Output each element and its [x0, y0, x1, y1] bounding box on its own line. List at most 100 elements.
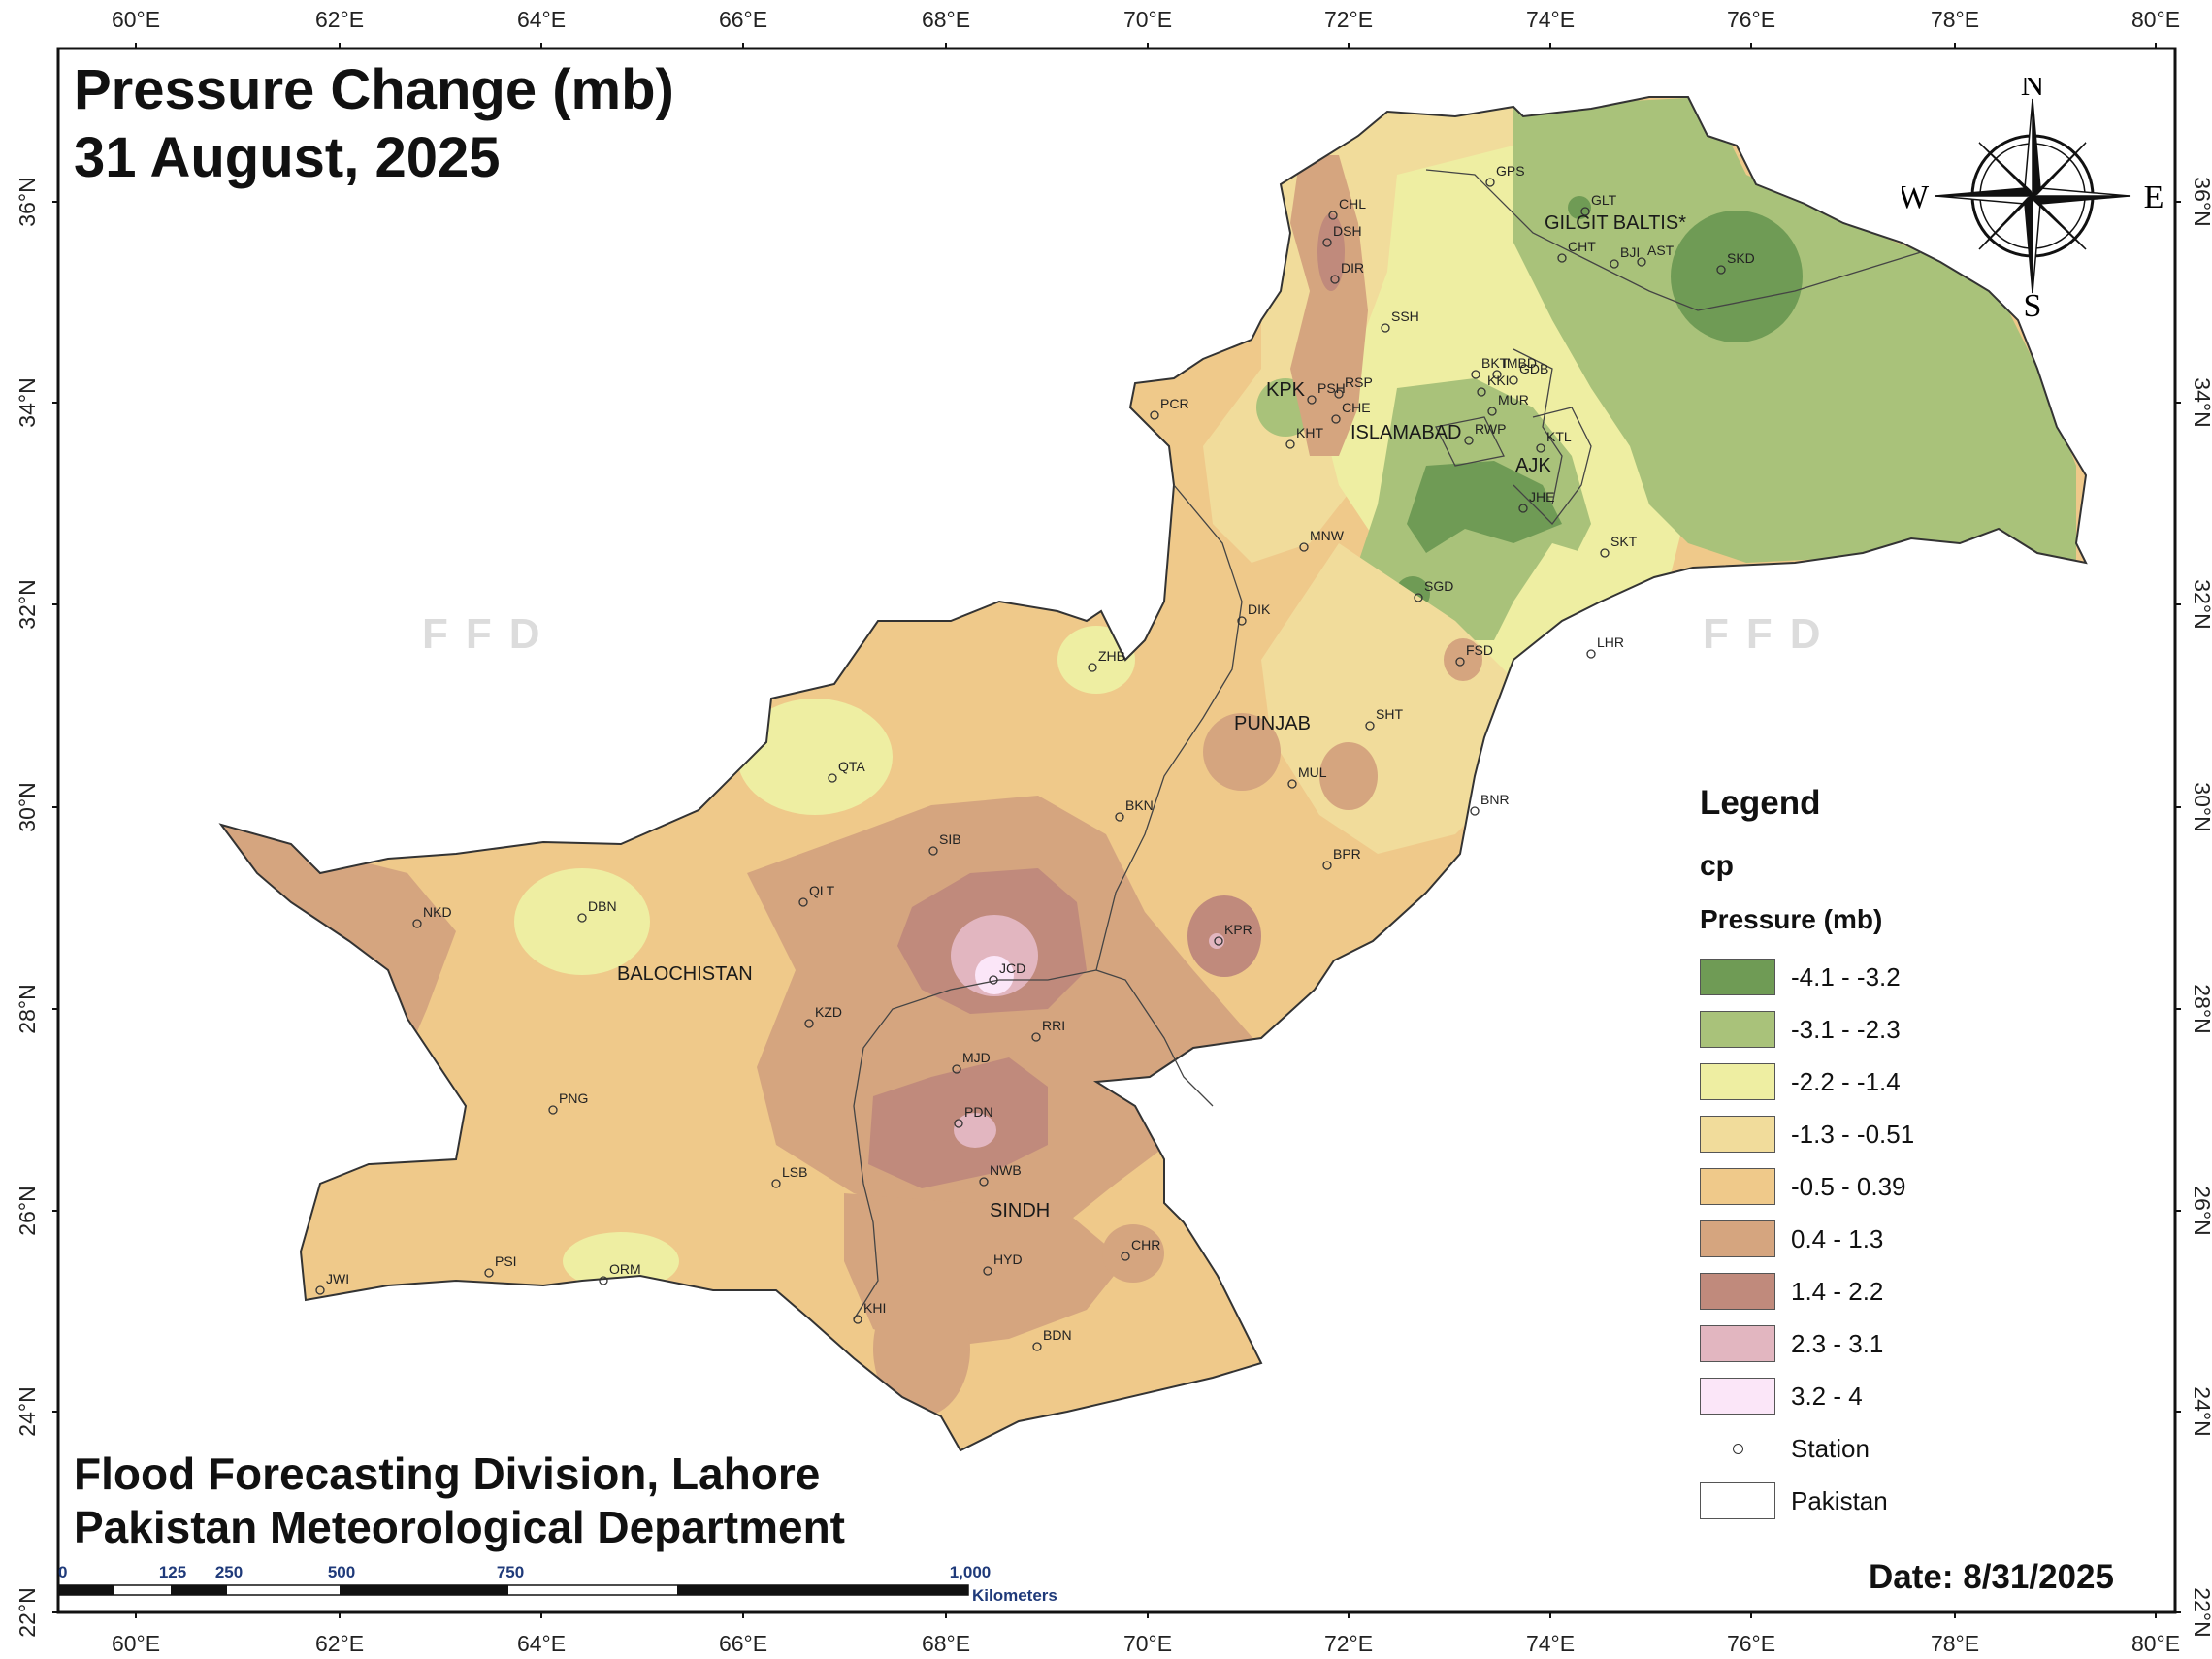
station-label: NKD — [423, 904, 452, 920]
compass-point-nw — [1978, 142, 2033, 197]
north-arrow: N S E W — [1902, 78, 2163, 320]
station-marker — [1287, 779, 1297, 789]
lon-tick-label-top: 68°E — [922, 7, 970, 32]
station-marker — [928, 846, 938, 856]
field-darkbrown-kpr — [1187, 895, 1261, 977]
boundary-ajk — [1513, 407, 1592, 525]
lon-tick-label-bottom: 64°E — [517, 1631, 566, 1656]
field-pink-pdn — [954, 1113, 996, 1148]
legend-swatch — [1700, 959, 1775, 995]
scale-bar-segment — [677, 1585, 968, 1595]
lon-tick-label-bottom: 80°E — [2131, 1631, 2180, 1656]
station-label: KHI — [863, 1300, 886, 1316]
legend-class-row: 1.4 - 2.2 — [1700, 1265, 1971, 1317]
legend-swatch — [1700, 1063, 1775, 1100]
station-marker — [1580, 207, 1590, 216]
legend-field-name: Pressure (mb) — [1700, 904, 1883, 934]
lat-tick-label-right: 28°N — [2190, 984, 2212, 1033]
scale-bar-graphic: 0 125 250 500 750 1,000 Kilometers — [57, 1563, 1057, 1605]
station-label: GDB — [1519, 361, 1548, 376]
station-label: BJI — [1620, 244, 1640, 260]
station-label: DBN — [588, 898, 617, 914]
field-darkgreen-skd — [1671, 211, 1803, 342]
station-label: CHL — [1339, 196, 1366, 211]
credit-block: Flood Forecasting Division, Lahore Pakis… — [74, 1448, 845, 1554]
region-label-sindh: SINDH — [990, 1200, 1050, 1221]
station-label: SKT — [1610, 534, 1638, 549]
scale-unit-label: Kilometers — [972, 1586, 1057, 1605]
station-marker — [1365, 721, 1375, 731]
station-marker — [1334, 389, 1344, 399]
station-marker — [1414, 593, 1423, 602]
boundary-islamabad — [1435, 416, 1505, 467]
station-label: LHR — [1597, 634, 1624, 650]
lon-tick-label-top: 66°E — [719, 7, 767, 32]
longitude-ticks-top: 60°E 62°E 64°E 66°E 68°E 70°E 72°E 74°E 76°E 78°E… — [112, 7, 2180, 49]
legend-heading: Legend — [1700, 784, 1821, 822]
station-label: DSH — [1333, 223, 1362, 239]
legend-class-label: 0.4 - 1.3 — [1791, 1223, 1884, 1253]
legend-class-label: -3.1 - -2.3 — [1791, 1014, 1901, 1044]
region-label-ajk: AJK — [1515, 455, 1551, 476]
lon-tick-label-bottom: 60°E — [112, 1631, 160, 1656]
lon-tick-label-top: 60°E — [112, 7, 160, 32]
station-marker — [1600, 548, 1610, 558]
station-marker — [412, 919, 422, 928]
station-label: CHR — [1131, 1237, 1160, 1252]
station-label: CHE — [1342, 400, 1371, 415]
compass-e: E — [2144, 179, 2163, 215]
legend-class-label: -2.2 - -1.4 — [1791, 1066, 1901, 1096]
station-marker — [1299, 542, 1309, 552]
station-marker — [1509, 375, 1518, 385]
region-label-balochistan: BALOCHISTAN — [617, 963, 753, 985]
compass-n: N — [2021, 78, 2045, 103]
field-brown-mul — [1203, 713, 1281, 791]
latitude-ticks-left: 36°N 34°N 32°N 30°N 28°N 26°N 24°N 22°N — [15, 177, 58, 1638]
station-label: PSI — [495, 1253, 517, 1269]
station-label: KZD — [815, 1004, 842, 1020]
legend-swatch — [1700, 1325, 1775, 1362]
compass-point-n2 — [2024, 98, 2033, 198]
station-label: QTA — [838, 759, 865, 774]
longitude-ticks-bottom: 60°E 62°E 64°E 66°E 68°E 70°E 72°E 74°E 76°E 78°E… — [112, 1612, 2180, 1656]
scale-bar: 0 125 250 500 750 1,000 Kilometers — [57, 1563, 1057, 1605]
station-label: PCR — [1160, 396, 1189, 411]
station-label: SIB — [939, 831, 961, 847]
station-label: BDN — [1043, 1327, 1072, 1343]
station-marker — [577, 913, 587, 923]
station-label: DIK — [1248, 602, 1271, 617]
lat-tick-label-left: 36°N — [15, 177, 40, 226]
compass-point-ne — [2032, 142, 2087, 197]
station-label: SHT — [1376, 706, 1403, 722]
compass-point-n — [2032, 98, 2041, 198]
station-label: BKT — [1481, 355, 1509, 371]
legend-class-label: -1.3 - -0.51 — [1791, 1119, 1915, 1149]
lon-tick-label-top: 64°E — [517, 7, 566, 32]
field-light-zhb — [1057, 626, 1135, 694]
station-label: ORM — [609, 1261, 641, 1277]
legend-class-list: -4.1 - -3.2 -3.1 - -2.3 -2.2 - -1.4 -1.3 - … — [1700, 951, 1971, 1422]
station-label: PDN — [964, 1104, 993, 1120]
station-label: NWB — [990, 1162, 1022, 1178]
station-marker — [828, 773, 837, 783]
station-marker — [1492, 370, 1502, 379]
station-label: KKI — [1487, 373, 1510, 388]
station-label: HYD — [993, 1252, 1023, 1267]
station-marker — [1150, 410, 1159, 420]
lat-tick-label-left: 24°N — [15, 1386, 40, 1436]
province-boundaries — [853, 169, 1922, 1320]
lon-tick-label-top: 78°E — [1931, 7, 1979, 32]
legend-swatch — [1700, 1168, 1775, 1205]
legend-pakistan-label: Pakistan — [1791, 1485, 1888, 1515]
station-marker — [1328, 211, 1338, 220]
compass-w: W — [1902, 179, 1930, 215]
station-label: BNR — [1480, 792, 1510, 807]
station-marker — [1586, 649, 1596, 659]
date-label: Date: 8/31/2025 — [1869, 1558, 2114, 1596]
station-label: PNG — [559, 1090, 588, 1106]
lon-tick-label-bottom: 68°E — [922, 1631, 970, 1656]
legend-class-row: -3.1 - -2.3 — [1700, 1003, 1971, 1056]
lat-tick-label-left: 22°N — [15, 1587, 40, 1637]
station-label: DIR — [1341, 260, 1364, 276]
